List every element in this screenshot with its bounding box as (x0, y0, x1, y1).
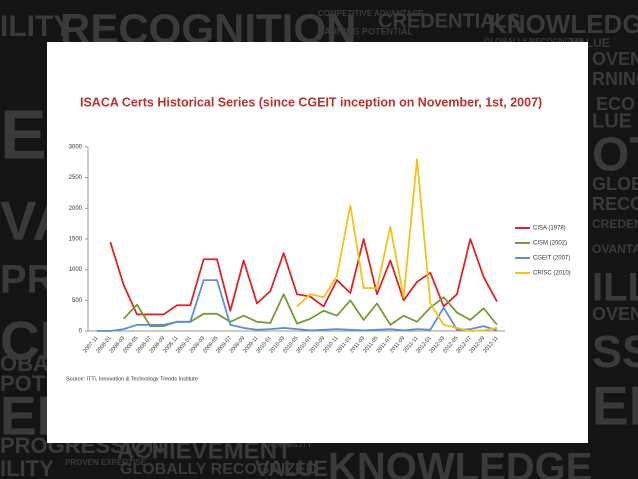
background-word: KNOWLEDGE (488, 9, 638, 39)
source: Source: ITTi, Innovation & Technology Tr… (66, 376, 198, 382)
background-word: LUE (592, 110, 632, 132)
series-line (109, 238, 498, 316)
background-word: OVANTA (592, 242, 638, 256)
background-word: EARNING POTENTIAL (318, 26, 414, 36)
background-word: ILITY (0, 10, 73, 43)
legend-label: CRISC (2010) (533, 271, 571, 277)
background-word: OTE (592, 129, 638, 182)
background-word: CREDENTIALS (378, 10, 520, 32)
background-word: RNING (592, 69, 638, 89)
background-word: ENTI (592, 375, 638, 437)
background-word: PROVEN EXPERTISE (65, 458, 147, 467)
background-word: SS (592, 326, 638, 377)
background-word: RECOG (592, 194, 638, 214)
legend-label: CISA (1978) (533, 226, 566, 232)
background-word: CREDEN (592, 217, 638, 231)
background-word: CREDIBILITY (262, 440, 313, 449)
slide-panel (47, 42, 588, 443)
background-word: GLOBALLY RECOGNIZED (120, 461, 317, 478)
y-tick-label: 3000 (69, 145, 83, 151)
background-word: GLOBA (592, 174, 638, 194)
background-word: ILITY (0, 456, 54, 479)
series-line (296, 158, 498, 332)
background-word: GLOBALLY RECOGNIZED (484, 37, 583, 46)
legend-label: CGEIT (2007) (533, 256, 570, 262)
background-word: OVEN (592, 304, 638, 324)
y-tick-label: 2500 (69, 175, 83, 181)
y-tick-label: 1500 (69, 237, 83, 243)
background-word: COMPETITIVE ADVANTAGE (318, 9, 424, 18)
background-word: ILLY (592, 266, 638, 310)
background-word: VALUE (255, 456, 328, 479)
legend-label: CISM (2002) (533, 241, 567, 247)
y-tick-label: 1000 (69, 267, 83, 273)
y-tick-label: 2000 (69, 206, 83, 212)
chart-title: ISACA Certs Historical Series (since CGE… (80, 95, 542, 109)
series-line (97, 279, 498, 332)
y-tick-label: 500 (72, 298, 83, 304)
background-word: ECO (596, 94, 635, 114)
background-word: OVEN (592, 49, 638, 69)
background-word: KNOWLEDGE (328, 446, 592, 479)
y-tick-label: 0 (79, 329, 83, 335)
